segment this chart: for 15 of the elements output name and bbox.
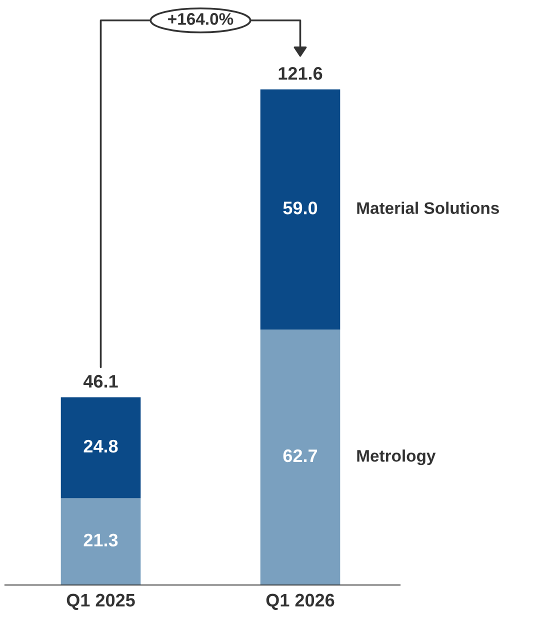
- data-label: 21.3: [84, 534, 118, 546]
- x-tick-label: Q1 2025: [66, 594, 135, 610]
- data-label: 62.7: [283, 449, 318, 462]
- total-label: 46.1: [83, 374, 118, 388]
- data-label: 59.0: [283, 202, 318, 214]
- total-label: 121.6: [278, 67, 322, 80]
- bar: [60, 498, 141, 585]
- bar: [260, 89, 340, 330]
- bar: [60, 397, 141, 498]
- series-label: Material Solutions: [357, 202, 499, 214]
- bar: [260, 330, 340, 585]
- series-label: Metrology: [357, 450, 436, 466]
- x-tick-label: Q1 2026: [266, 594, 334, 610]
- text: +164.0%: [168, 13, 234, 25]
- data-label: 24.8: [84, 440, 118, 453]
